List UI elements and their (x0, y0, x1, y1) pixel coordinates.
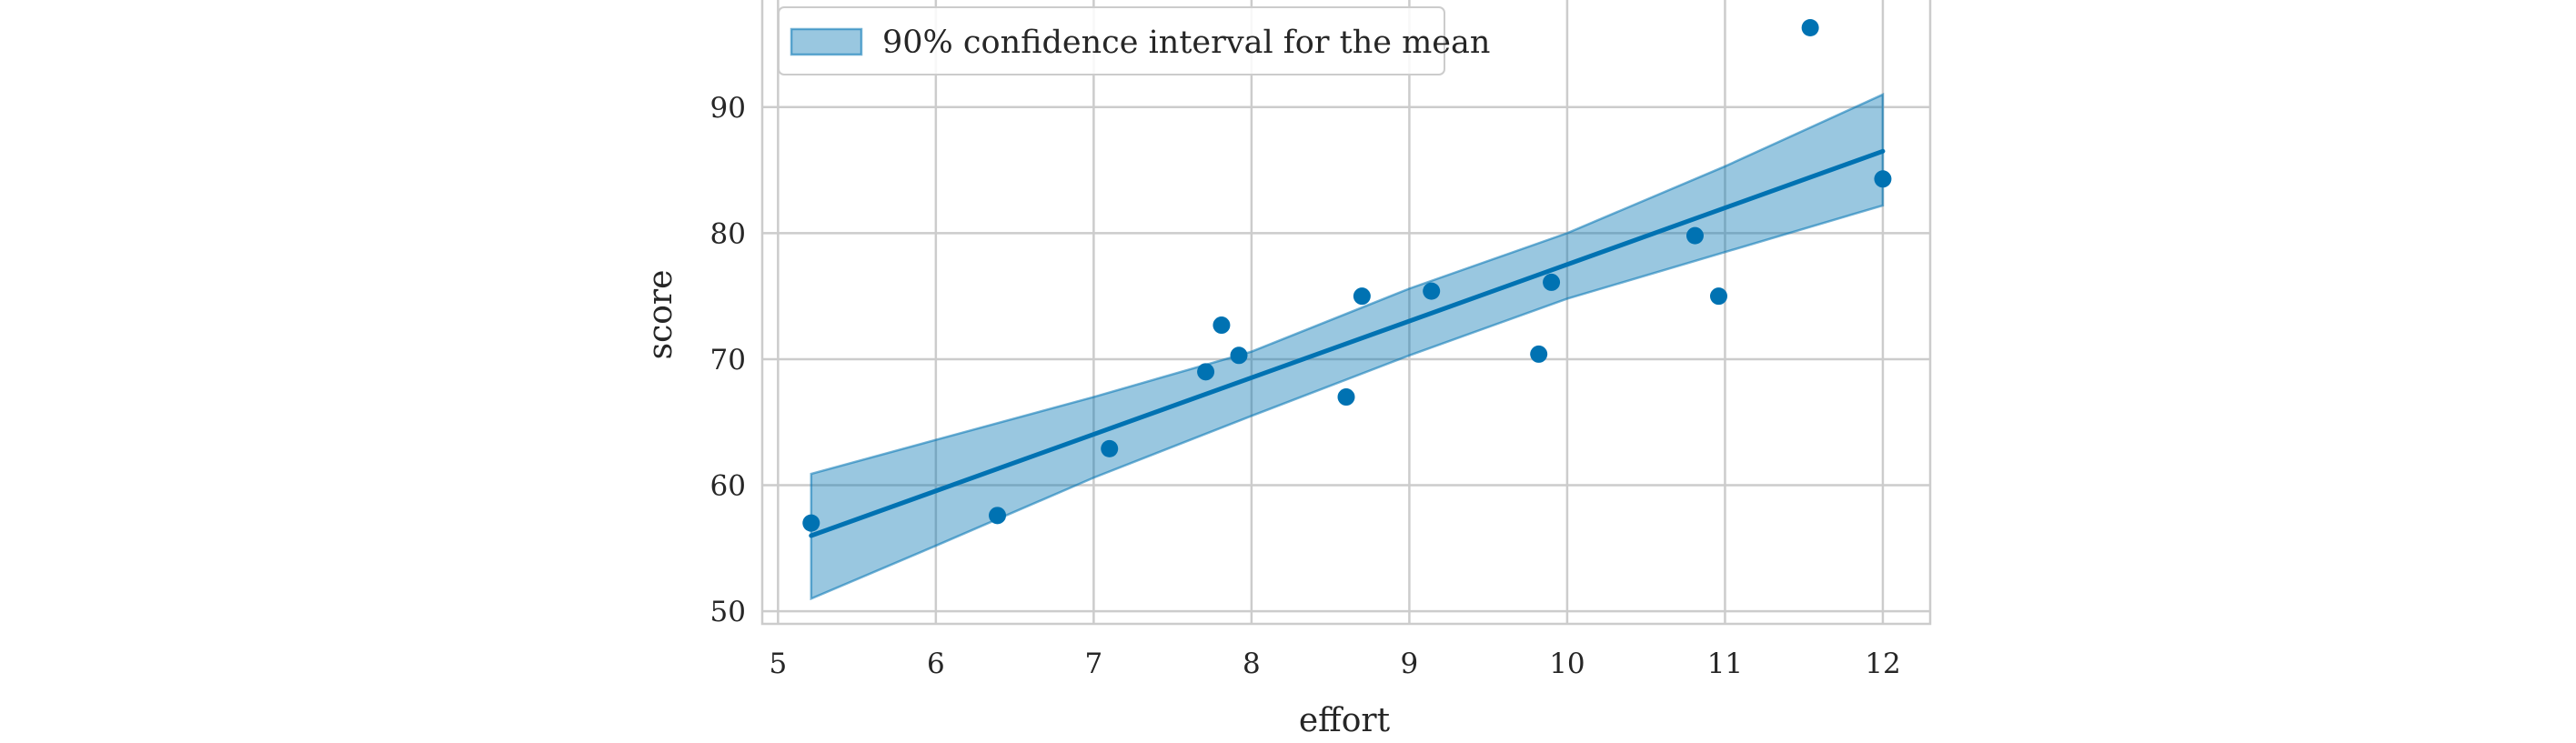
y-tick-label: 80 (710, 217, 746, 250)
legend-swatch (790, 27, 863, 56)
scatter-points (802, 18, 1892, 532)
data-point (1530, 345, 1548, 363)
data-point (1101, 439, 1119, 457)
data-point (989, 507, 1007, 525)
data-point (1423, 282, 1441, 300)
x-tick-label: 11 (1707, 648, 1743, 680)
gridlines (762, 0, 1930, 624)
axes-frame (760, 0, 1932, 626)
legend-label: 90% confidence interval for the mean (882, 25, 1490, 61)
x-tick-label: 8 (1243, 648, 1261, 680)
data-point (1709, 287, 1727, 306)
tick-labels: 5 6 7 8 9 10 11 12 50 60 70 80 90 (710, 92, 1901, 680)
data-point (1197, 363, 1215, 381)
x-tick-label: 10 (1549, 648, 1585, 680)
data-point (1230, 346, 1248, 365)
regression-line (809, 148, 1886, 538)
x-tick-label: 6 (927, 648, 945, 680)
y-tick-label: 50 (710, 596, 746, 628)
x-tick-label: 7 (1085, 648, 1103, 680)
legend-frame (778, 6, 1445, 75)
data-point (1337, 388, 1355, 407)
y-tick-label: 70 (710, 344, 746, 377)
data-point (1874, 170, 1892, 188)
data-point (1543, 273, 1561, 291)
x-tick-label: 5 (769, 648, 787, 680)
data-point (1801, 18, 1819, 36)
x-axis-title: effort (1299, 702, 1391, 739)
legend: 90% confidence interval for the mean (778, 6, 1490, 75)
x-tick-label: 9 (1401, 648, 1419, 680)
y-axis-title: score (642, 270, 679, 360)
data-point (1353, 287, 1371, 306)
data-point (1685, 226, 1704, 245)
confidence-band-layer (810, 92, 1885, 601)
x-tick-label: 12 (1865, 648, 1900, 680)
plot-frame (760, 0, 1932, 626)
data-point (1213, 316, 1231, 335)
data-point (802, 514, 820, 532)
confidence-band (810, 92, 1885, 601)
y-tick-label: 60 (710, 470, 746, 503)
fit-line-layer (809, 148, 1886, 538)
y-tick-label: 90 (710, 92, 746, 125)
